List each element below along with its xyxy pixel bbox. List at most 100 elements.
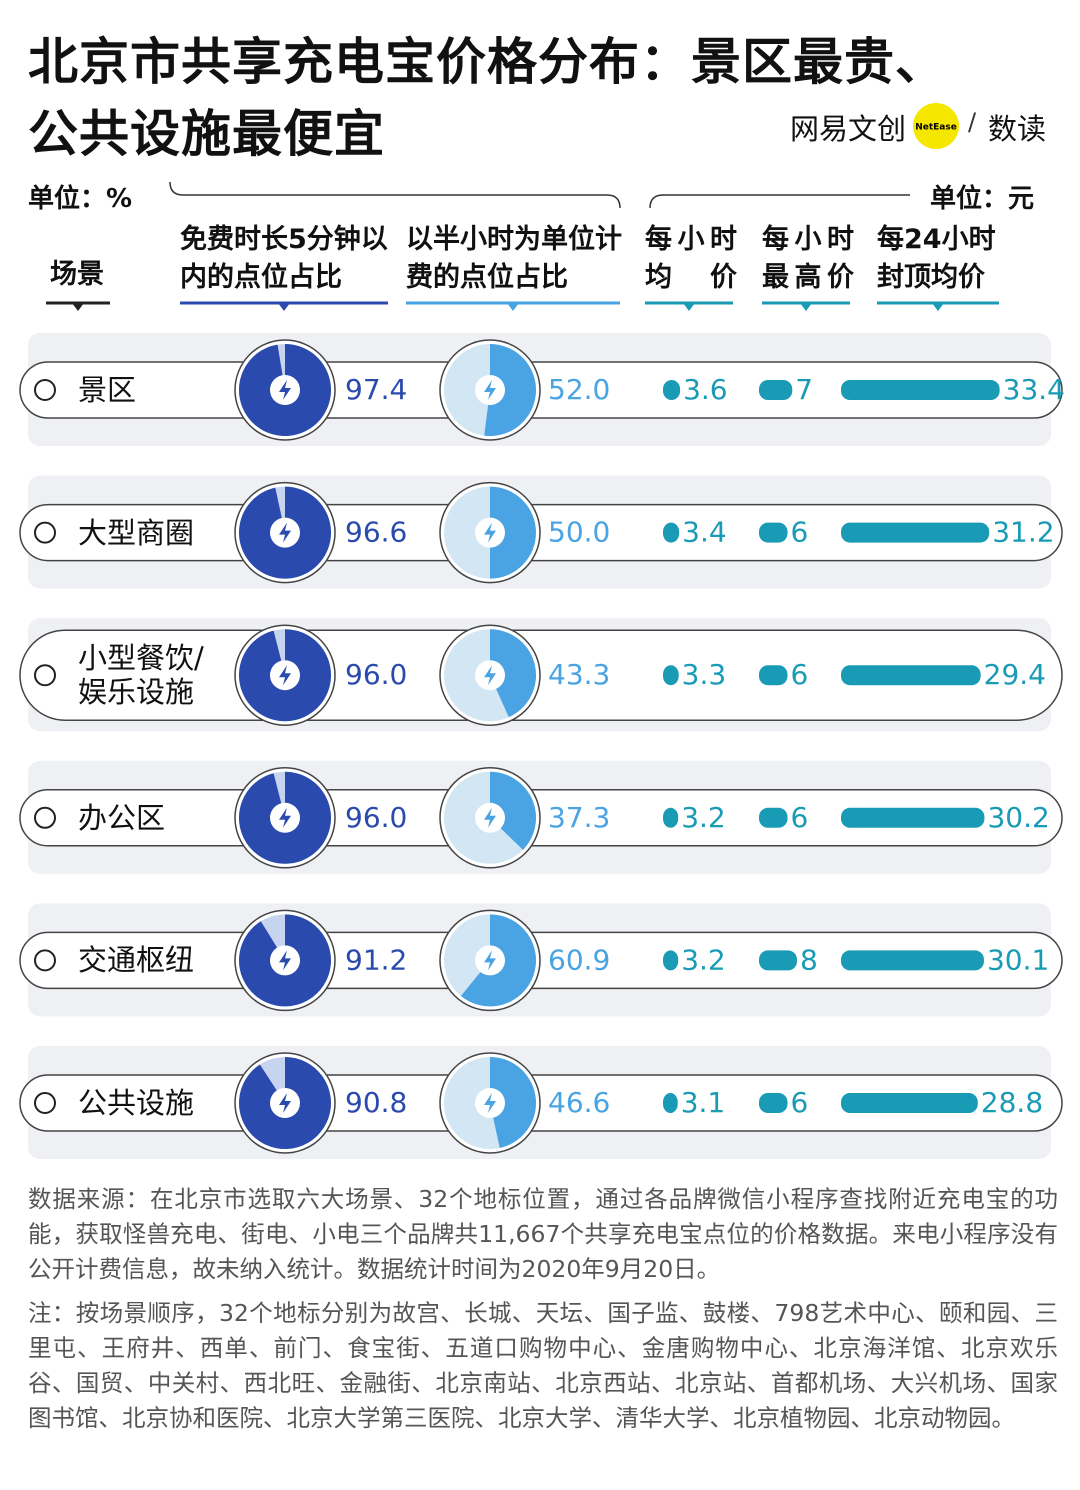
value-label: 97.4 bbox=[345, 373, 407, 406]
bar bbox=[663, 1093, 678, 1113]
row-icon bbox=[34, 1092, 56, 1114]
bar bbox=[663, 522, 680, 543]
pie-icon bbox=[484, 522, 496, 543]
value-label: 31.2 bbox=[992, 516, 1054, 549]
bar bbox=[663, 950, 679, 971]
source-note: 数据来源：在北京市选取六大场景、32个地标位置，通过各品牌微信小程序查找附近充电… bbox=[28, 1185, 1058, 1283]
logo-text: 数读 bbox=[988, 112, 1047, 146]
column-header: 以半小时为单位计费的点位占比 bbox=[406, 224, 622, 293]
header-marker bbox=[278, 303, 290, 311]
bar bbox=[759, 380, 793, 400]
pie-icon bbox=[279, 665, 291, 686]
value-label: 33.4 bbox=[1003, 373, 1065, 406]
value-label: 43.3 bbox=[548, 658, 610, 691]
unit-label: 单位：% bbox=[28, 184, 133, 214]
row-icon bbox=[34, 379, 56, 401]
value-label: 3.6 bbox=[683, 373, 728, 406]
logo-badge bbox=[913, 103, 959, 149]
row-icon bbox=[34, 806, 56, 829]
header-marker bbox=[683, 303, 695, 311]
bar bbox=[841, 950, 984, 971]
column-header: 免费时长5分钟以内的点位占比 bbox=[180, 224, 388, 293]
unit-bracket bbox=[649, 194, 910, 209]
value-label: 6 bbox=[791, 516, 809, 549]
value-label: 91.2 bbox=[345, 943, 407, 976]
unit-label: 单位：元 bbox=[930, 184, 1035, 214]
bar bbox=[841, 1093, 978, 1113]
category-label: 小型餐饮/娱乐设施 bbox=[78, 641, 204, 710]
row-icon bbox=[34, 521, 56, 544]
footnote: 注：按场景顺序，32个地标分别为故宫、长城、天坛、国子监、鼓楼、798艺术中心、… bbox=[28, 1299, 1058, 1432]
pie-icon bbox=[279, 807, 291, 828]
bar bbox=[841, 807, 985, 828]
value-label: 6 bbox=[791, 1086, 809, 1119]
value-label: 6 bbox=[791, 801, 809, 834]
value-label: 28.8 bbox=[981, 1086, 1043, 1119]
pie-wedge bbox=[490, 486, 536, 579]
bar bbox=[759, 807, 788, 828]
value-label: 7 bbox=[795, 373, 813, 406]
value-label: 60.9 bbox=[548, 943, 610, 976]
value-label: 30.1 bbox=[987, 943, 1049, 976]
pie-icon bbox=[484, 950, 496, 971]
pie-icon bbox=[484, 380, 496, 400]
unit-bracket bbox=[169, 181, 621, 209]
pie-icon bbox=[484, 1093, 496, 1113]
bar bbox=[663, 665, 679, 686]
value-label: 3.1 bbox=[681, 1086, 726, 1119]
bar bbox=[759, 950, 797, 971]
category-label: 大型商圈 bbox=[78, 515, 195, 550]
value-label: 3.2 bbox=[681, 801, 726, 834]
header-marker bbox=[800, 303, 812, 311]
category-label: 景区 bbox=[78, 373, 137, 407]
category-label: 办公区 bbox=[78, 800, 166, 835]
pie-icon bbox=[279, 950, 291, 971]
bar bbox=[759, 522, 788, 543]
value-label: 8 bbox=[800, 943, 818, 976]
pie-wedge bbox=[484, 344, 536, 436]
pie-icon bbox=[279, 380, 291, 400]
column-header: 每小时最高价 bbox=[762, 224, 854, 293]
value-label: 30.2 bbox=[987, 801, 1049, 834]
logo-separator: / bbox=[968, 108, 977, 136]
value-label: 29.4 bbox=[984, 658, 1046, 691]
row-icon bbox=[34, 949, 56, 972]
logo-badge-text: NetEase bbox=[915, 123, 957, 133]
value-label: 37.3 bbox=[548, 801, 610, 834]
title-line: 北京市共享充电宝价格分布：景区最贵、 bbox=[28, 33, 946, 91]
category-label: 公共设施 bbox=[78, 1086, 195, 1120]
bar bbox=[663, 807, 679, 828]
value-label: 3.2 bbox=[681, 943, 726, 976]
bar bbox=[663, 380, 681, 400]
value-label: 96.6 bbox=[345, 516, 407, 549]
value-label: 96.0 bbox=[345, 658, 407, 691]
pie-icon bbox=[484, 665, 496, 686]
value-label: 52.0 bbox=[548, 373, 610, 406]
pie-icon bbox=[279, 522, 291, 543]
bar bbox=[759, 1093, 788, 1113]
column-header: 每24小时封顶均价 bbox=[877, 224, 996, 293]
category-header: 场景 bbox=[50, 259, 104, 290]
header-marker bbox=[932, 303, 944, 311]
pie-wedge bbox=[490, 771, 537, 850]
value-label: 3.4 bbox=[682, 516, 727, 549]
value-label: 6 bbox=[791, 658, 809, 691]
bar bbox=[841, 380, 1000, 400]
header-marker bbox=[507, 303, 519, 311]
value-label: 96.0 bbox=[345, 801, 407, 834]
pie-wedge bbox=[490, 1057, 537, 1148]
value-label: 46.6 bbox=[548, 1086, 610, 1119]
column-header: 每小时均价 bbox=[645, 224, 737, 293]
pie-wedge bbox=[490, 629, 536, 718]
pie-icon bbox=[484, 807, 496, 828]
value-label: 3.3 bbox=[682, 658, 727, 691]
bar bbox=[841, 665, 981, 686]
pie-icon bbox=[279, 1093, 291, 1113]
logo-text: 网易文创 bbox=[790, 112, 907, 146]
header-marker bbox=[72, 303, 84, 311]
title-line: 公共设施最便宜 bbox=[28, 105, 385, 163]
category-label: 交通枢纽 bbox=[78, 943, 195, 978]
bar bbox=[841, 522, 990, 543]
